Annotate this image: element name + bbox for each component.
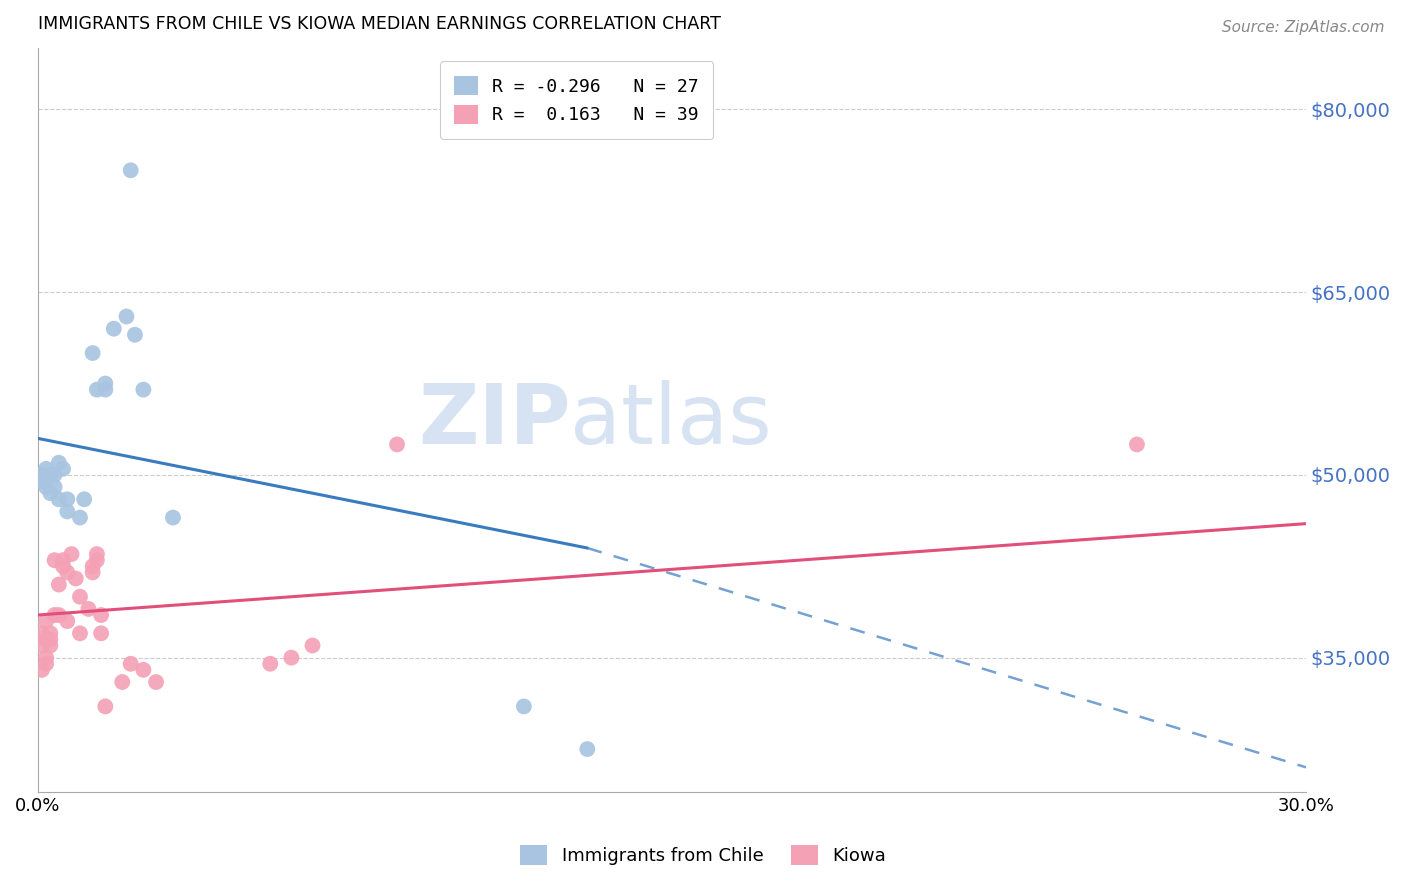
Point <box>56 614 79 628</box>
Point <box>124 327 146 342</box>
Point <box>115 310 138 324</box>
Point <box>39 639 62 653</box>
Point <box>52 553 75 567</box>
Point <box>52 462 75 476</box>
Point <box>82 346 104 360</box>
Point <box>162 510 184 524</box>
Point <box>69 626 91 640</box>
Point <box>39 467 62 482</box>
Point <box>35 614 58 628</box>
Point <box>48 577 70 591</box>
Point <box>44 553 66 567</box>
Point <box>132 663 155 677</box>
Point <box>132 383 155 397</box>
Point <box>44 480 66 494</box>
Point <box>86 553 108 567</box>
Point <box>77 602 100 616</box>
Point <box>52 559 75 574</box>
Point <box>56 504 79 518</box>
Point <box>48 456 70 470</box>
Point <box>44 607 66 622</box>
Point <box>82 559 104 574</box>
Point <box>48 492 70 507</box>
Point <box>48 607 70 622</box>
Point <box>65 572 87 586</box>
Text: ZIP: ZIP <box>418 380 571 460</box>
Point <box>94 376 117 391</box>
Point <box>576 742 599 756</box>
Point <box>31 663 53 677</box>
Point <box>35 657 58 671</box>
Point <box>120 657 142 671</box>
Point <box>280 650 302 665</box>
Point <box>39 626 62 640</box>
Point <box>31 474 53 488</box>
Point <box>31 626 53 640</box>
Legend: R = -0.296   N = 27, R =  0.163   N = 39: R = -0.296 N = 27, R = 0.163 N = 39 <box>440 62 713 139</box>
Point <box>73 492 96 507</box>
Point <box>145 675 167 690</box>
Point <box>103 321 125 335</box>
Point <box>35 632 58 647</box>
Text: atlas: atlas <box>571 380 772 460</box>
Point <box>90 626 112 640</box>
Point <box>385 437 408 451</box>
Text: Source: ZipAtlas.com: Source: ZipAtlas.com <box>1222 20 1385 35</box>
Text: IMMIGRANTS FROM CHILE VS KIOWA MEDIAN EARNINGS CORRELATION CHART: IMMIGRANTS FROM CHILE VS KIOWA MEDIAN EA… <box>38 15 720 33</box>
Legend: Immigrants from Chile, Kiowa: Immigrants from Chile, Kiowa <box>513 838 893 872</box>
Point <box>35 650 58 665</box>
Point <box>35 480 58 494</box>
Point <box>69 590 91 604</box>
Point <box>259 657 281 671</box>
Point <box>56 492 79 507</box>
Point <box>56 566 79 580</box>
Point <box>111 675 134 690</box>
Point <box>94 699 117 714</box>
Point <box>90 607 112 622</box>
Point <box>39 486 62 500</box>
Point <box>31 467 53 482</box>
Point <box>82 566 104 580</box>
Point <box>44 467 66 482</box>
Point <box>1126 437 1149 451</box>
Point <box>513 699 536 714</box>
Point <box>94 383 117 397</box>
Point <box>301 639 323 653</box>
Point <box>60 547 83 561</box>
Point <box>86 547 108 561</box>
Point <box>69 510 91 524</box>
Point <box>120 163 142 178</box>
Point <box>39 632 62 647</box>
Point <box>35 462 58 476</box>
Point <box>31 639 53 653</box>
Point <box>86 383 108 397</box>
